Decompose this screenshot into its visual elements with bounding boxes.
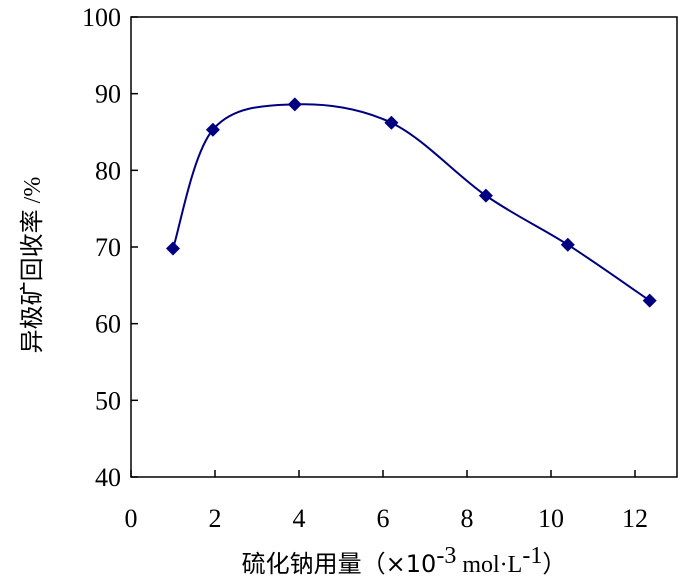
x-tick-label: 6 (377, 504, 390, 533)
x-axis-title: 硫化钠用量（×10-3 mol·L-1） (242, 543, 567, 578)
x-tick-label: 8 (461, 504, 474, 533)
data-point-marker (287, 97, 302, 112)
x-axis-title-exp1: -3 (436, 543, 456, 569)
y-tick-label: 70 (95, 233, 121, 262)
x-tick-label: 4 (293, 504, 306, 533)
y-tick-label: 50 (95, 386, 121, 415)
x-tick-label: 0 (125, 504, 138, 533)
x-tick-label: 12 (622, 504, 648, 533)
plot-area (130, 16, 678, 478)
x-axis-title-end: ） (542, 550, 566, 578)
data-point-marker (166, 241, 180, 256)
x-axis-title-main: 硫化钠用量（×10 (242, 550, 437, 578)
data-point-marker (478, 188, 493, 203)
y-tick-label: 100 (82, 3, 121, 32)
y-tick-label: 60 (95, 310, 121, 339)
data-point-marker (384, 115, 399, 130)
x-axis-title-exp2: -1 (522, 543, 542, 569)
y-axis-title: 异极矿回收率 /% (18, 177, 46, 354)
y-axis-title-main: 异极矿回收率 (18, 209, 46, 353)
data-point-marker (205, 122, 220, 137)
x-axis-title-middle: mol·L (456, 552, 522, 578)
data-point-marker (642, 293, 657, 308)
data-point-marker (560, 237, 575, 252)
series-layer (166, 97, 657, 308)
x-tick-label: 2 (209, 504, 222, 533)
x-tick-label: 10 (538, 504, 564, 533)
y-axis-title-unit: /% (20, 177, 46, 210)
y-tick-label: 90 (95, 80, 121, 109)
tick-layer: 40 50 60 70 80 90 100 0 2 4 6 8 10 12 (82, 3, 648, 533)
y-tick-label: 40 (95, 463, 121, 492)
y-tick-label: 80 (95, 156, 121, 185)
